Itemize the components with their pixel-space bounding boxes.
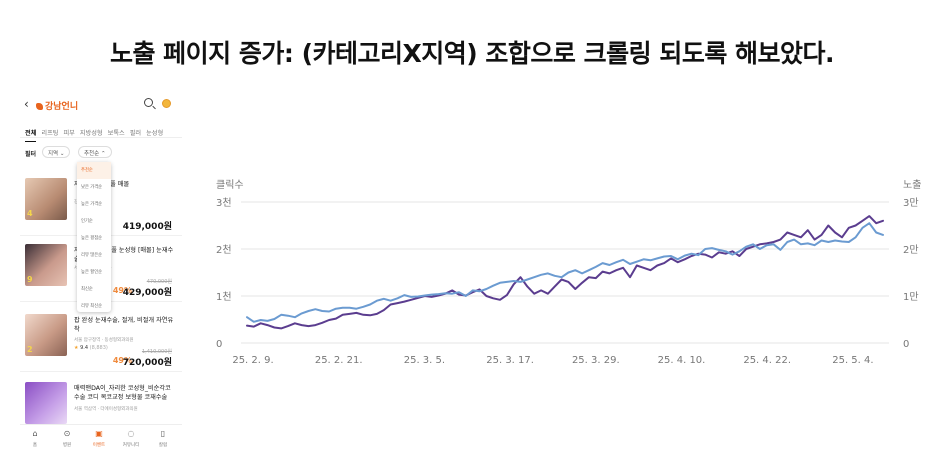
x-tick-label: 25. 4. 10.	[658, 355, 706, 366]
right-axis: 0 1만 2만 3만	[903, 197, 919, 350]
item-thumbnail: 2	[25, 314, 67, 356]
right-axis-title: 노출	[903, 179, 921, 191]
impressions-series-line	[246, 222, 884, 323]
x-tick-label: 25. 5. 4.	[832, 355, 873, 366]
sort-option[interactable]: 높은 가격순	[81, 202, 103, 207]
x-axis: 25. 2. 9. 25. 2. 21. 25. 3. 5. 25. 3. 17. 25…	[232, 355, 873, 366]
filter-bar: 필터 지역 ⌄ 추천순 ⌃	[20, 146, 182, 160]
chat-icon: ◌	[127, 429, 135, 438]
logo-mark-icon	[36, 103, 43, 110]
item-title: 팝 완성 눈재수술, 절개, 비절개 자연유착	[74, 317, 174, 333]
x-tick-label: 25. 3. 5.	[404, 355, 445, 366]
tab-botox[interactable]: 보톡스	[107, 130, 125, 137]
home-icon: ⌂	[32, 429, 38, 438]
filter-label: 필터	[25, 151, 37, 158]
left-axis: 0 1천 2천 3천	[216, 197, 232, 350]
region-filter-chip[interactable]: 지역 ⌄	[42, 146, 71, 158]
item-title: 매력맨DA이_자리한 코성형_비순각코 수술 코디 복코교정 보형물 코재수술	[74, 385, 171, 401]
tab-filler[interactable]: 필러	[129, 130, 142, 137]
item-thumbnail: 4	[25, 178, 67, 220]
list-item[interactable]: 2 팝 완성 눈재수술, 절개, 비절개 자연유착 서울 압구정역 · 동성형외…	[20, 310, 182, 372]
right-tick-label: 3만	[903, 197, 919, 209]
thumb-badge: 2	[27, 345, 33, 354]
sort-option[interactable]: 리뷰 최신순	[81, 304, 103, 309]
logo-text: 강남언니	[45, 102, 79, 112]
star-icon: ★	[74, 345, 79, 351]
right-tick-label: 1만	[903, 291, 919, 303]
left-axis-title: 클릭수	[216, 179, 244, 191]
left-tick-label: 2천	[216, 244, 232, 256]
bottom-nav: ⌂ 홈 ⊙ 병원 ▣ 이벤트 ◌ 커뮤니티 ▯ 칼럼	[20, 424, 182, 454]
nav-hospital[interactable]: ⊙ 병원	[52, 429, 82, 448]
x-tick-label: 25. 2. 9.	[232, 355, 273, 366]
item-price: 429,000원	[122, 288, 172, 298]
app-screenshot: ‹ 강남언니 전체 리프팅 피부 지방성형 보톡스 필러 눈성형 필터 지역 ⌄ 추천순 ⌃…	[20, 92, 182, 454]
x-tick-label: 25. 3. 29.	[572, 355, 620, 366]
sort-option[interactable]: 최신순	[81, 287, 93, 292]
tab-all[interactable]: 전체	[25, 124, 37, 142]
item-thumbnail: 9	[25, 244, 67, 286]
nav-home[interactable]: ⌂ 홈	[20, 429, 50, 448]
item-thumbnail	[25, 382, 67, 424]
tab-eye[interactable]: 눈성형	[146, 130, 164, 137]
coin-icon[interactable]	[162, 99, 171, 108]
item-clinic: 서울 압구정역 · 동성형외과의원	[74, 338, 134, 343]
rating-count: (8,883)	[89, 345, 108, 351]
left-tick-label: 1천	[216, 291, 232, 303]
tab-lifting[interactable]: 리프팅	[41, 130, 59, 137]
item-price: 419,000원	[122, 222, 172, 232]
sort-option[interactable]: 인기순	[81, 219, 93, 224]
chevron-up-icon: ⌃	[100, 151, 106, 157]
app-logo: 강남언니	[36, 99, 78, 112]
sort-option[interactable]: 추천순	[77, 162, 111, 179]
item-clinic: 서울 역삼역 · 더에이성형외과의원	[74, 407, 138, 412]
back-chevron-icon[interactable]: ‹	[24, 97, 29, 111]
list-item[interactable]: 매력맨DA이_자리한 코성형_비순각코 수술 코디 복코교정 보형물 코재수술 …	[20, 378, 182, 440]
thumb-badge: 4	[27, 209, 33, 218]
column-icon: ▯	[160, 429, 166, 438]
nav-column[interactable]: ▯ 칼럼	[148, 429, 178, 448]
item-old-price: 470,000원	[146, 279, 172, 285]
tab-fat[interactable]: 지방성형	[79, 130, 103, 137]
thumb-badge: 9	[27, 275, 33, 284]
item-old-price: 1,410,000원	[141, 349, 172, 355]
nav-event[interactable]: ▣ 이벤트	[84, 429, 114, 448]
chart-grid	[241, 201, 889, 344]
item-rating: ★ 9.4 (8,883)	[74, 345, 108, 351]
item-price: 720,000원	[122, 358, 172, 368]
item-discount: 49%	[112, 356, 132, 365]
nav-community[interactable]: ◌ 커뮤니티	[116, 429, 146, 448]
sort-chip-label: 추천순	[84, 151, 100, 157]
sort-option[interactable]: 낮은 가격순	[81, 185, 103, 190]
chevron-down-icon: ⌄	[59, 151, 65, 157]
sort-dropdown: 추천순 낮은 가격순 높은 가격순 인기순 높은 평점순 리뷰 많은순 높은 할…	[77, 162, 111, 312]
chart-series	[246, 215, 884, 330]
location-icon: ⊙	[63, 429, 71, 438]
right-tick-label: 0	[903, 339, 909, 350]
right-tick-label: 2만	[903, 244, 919, 256]
app-header: ‹ 강남언니	[20, 92, 182, 118]
x-tick-label: 25. 2. 21.	[315, 355, 363, 366]
category-tabs: 전체 리프팅 피부 지방성형 보톡스 필러 눈성형	[20, 120, 182, 142]
headline: 노출 페이지 증가: (카테고리X지역) 조합으로 크롤링 되도록 해보았다.	[109, 39, 835, 68]
search-icon[interactable]	[144, 98, 153, 107]
sort-filter-chip[interactable]: 추천순 ⌃	[78, 146, 112, 158]
item-discount: 49%	[112, 286, 132, 295]
sort-option[interactable]: 리뷰 많은순	[81, 253, 103, 258]
region-chip-label: 지역	[48, 151, 59, 157]
gift-icon: ▣	[95, 429, 103, 438]
tab-skin[interactable]: 피부	[63, 130, 75, 137]
left-tick-label: 0	[216, 339, 222, 350]
sort-option[interactable]: 높은 평점순	[81, 236, 103, 241]
trend-chart: 클릭수 노출 0 1천 2천 3천 0 1만 2만 3만 25. 2. 9. 25. 2. 2…	[205, 170, 935, 370]
sort-option[interactable]: 높은 할인순	[81, 270, 103, 275]
clicks-series-line	[246, 215, 884, 330]
x-tick-label: 25. 3. 17.	[486, 355, 534, 366]
rating-value: 9.4	[80, 345, 89, 351]
x-tick-label: 25. 4. 22.	[743, 355, 791, 366]
line-chart: 클릭수 노출 0 1천 2천 3천 0 1만 2만 3만 25. 2. 9. 25. 2. 2…	[216, 179, 921, 366]
left-tick-label: 3천	[216, 197, 232, 209]
item-title: 자연유착_쌍꺼풀 눈성형 [매몰] 눈재수술	[74, 247, 174, 263]
